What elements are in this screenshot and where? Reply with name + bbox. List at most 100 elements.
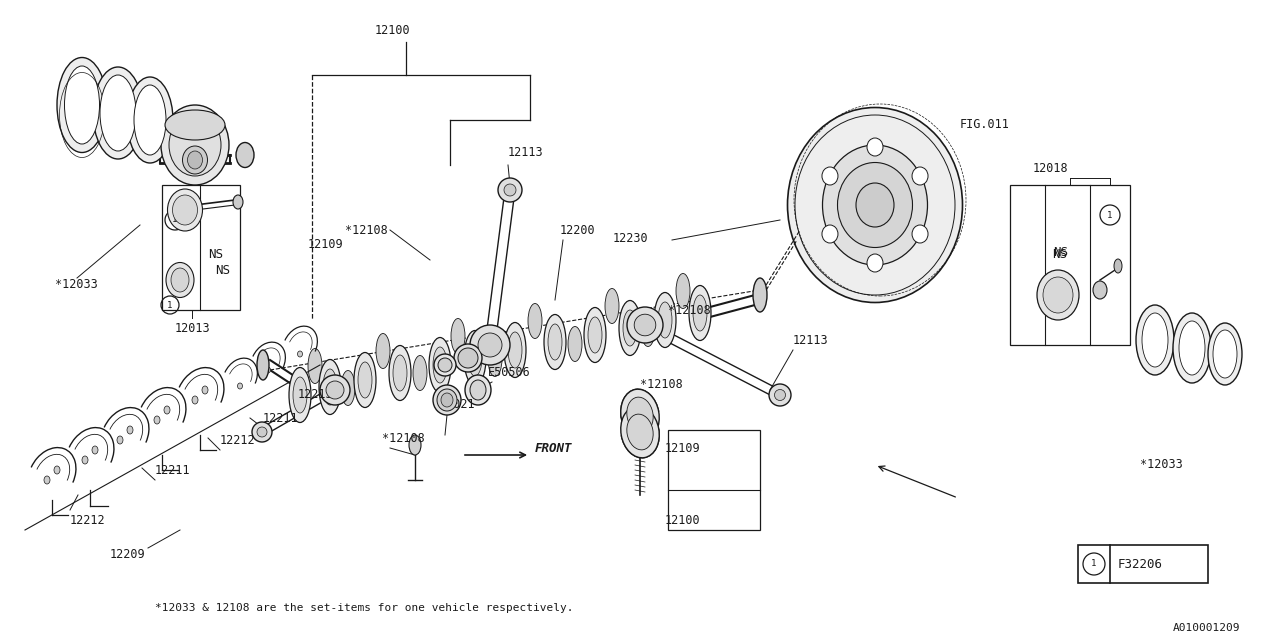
Ellipse shape (265, 367, 270, 373)
Ellipse shape (173, 195, 197, 225)
Ellipse shape (433, 347, 447, 383)
Ellipse shape (787, 108, 963, 303)
Ellipse shape (913, 167, 928, 185)
Ellipse shape (454, 344, 483, 372)
Text: 1: 1 (168, 301, 173, 310)
Bar (163, 185, 241, 310)
Text: 12211: 12211 (155, 463, 191, 477)
Ellipse shape (774, 390, 786, 401)
Ellipse shape (477, 333, 502, 357)
Text: 12109: 12109 (664, 442, 700, 454)
Ellipse shape (93, 67, 143, 159)
Ellipse shape (769, 384, 791, 406)
Ellipse shape (470, 325, 509, 365)
Ellipse shape (376, 333, 390, 369)
Ellipse shape (82, 456, 88, 464)
Ellipse shape (92, 446, 99, 454)
Ellipse shape (1208, 323, 1242, 385)
Ellipse shape (293, 377, 307, 413)
Text: E50506: E50506 (488, 365, 531, 378)
Text: 12200: 12200 (561, 223, 595, 237)
Ellipse shape (822, 167, 838, 185)
Text: *12108: *12108 (640, 378, 682, 392)
Ellipse shape (438, 358, 452, 372)
Ellipse shape (134, 85, 166, 155)
Ellipse shape (320, 375, 349, 405)
Bar (1010, 185, 1130, 345)
Ellipse shape (470, 380, 486, 400)
Text: 1: 1 (173, 216, 178, 225)
Ellipse shape (627, 397, 653, 433)
Ellipse shape (358, 362, 372, 398)
Ellipse shape (257, 427, 268, 437)
Ellipse shape (837, 163, 913, 248)
Ellipse shape (458, 348, 477, 368)
Ellipse shape (867, 138, 883, 156)
Ellipse shape (488, 342, 502, 376)
Text: NS: NS (215, 264, 230, 276)
Text: 12113: 12113 (794, 333, 828, 346)
Text: *12108: *12108 (346, 223, 388, 237)
Ellipse shape (44, 476, 50, 484)
Ellipse shape (822, 225, 838, 243)
Ellipse shape (634, 314, 655, 336)
Text: 12212: 12212 (70, 513, 106, 527)
Text: 12213: 12213 (298, 388, 334, 401)
Text: 12212: 12212 (220, 433, 256, 447)
Text: 12113: 12113 (508, 147, 544, 159)
Ellipse shape (252, 422, 273, 442)
Ellipse shape (289, 367, 311, 422)
Ellipse shape (508, 332, 522, 368)
Text: *12033: *12033 (1140, 458, 1183, 472)
Ellipse shape (161, 105, 229, 185)
Ellipse shape (172, 268, 189, 292)
Ellipse shape (127, 77, 173, 163)
Ellipse shape (658, 302, 672, 338)
Ellipse shape (544, 314, 566, 369)
Ellipse shape (192, 396, 198, 404)
Ellipse shape (389, 346, 411, 401)
Ellipse shape (1093, 281, 1107, 299)
Ellipse shape (588, 317, 602, 353)
Text: 13021: 13021 (440, 399, 476, 412)
Ellipse shape (413, 355, 428, 390)
Text: 12211: 12211 (262, 412, 298, 424)
Ellipse shape (1043, 277, 1073, 313)
Ellipse shape (393, 355, 407, 391)
Ellipse shape (867, 254, 883, 272)
Text: 1: 1 (1107, 211, 1112, 220)
Text: 12013: 12013 (174, 321, 210, 335)
Text: 12209: 12209 (110, 548, 146, 561)
Ellipse shape (468, 340, 483, 376)
Ellipse shape (308, 349, 323, 383)
Ellipse shape (856, 183, 893, 227)
Ellipse shape (1179, 321, 1204, 375)
Ellipse shape (504, 184, 516, 196)
Ellipse shape (913, 225, 928, 243)
Text: 12100: 12100 (664, 513, 700, 527)
Ellipse shape (498, 178, 522, 202)
Ellipse shape (64, 66, 100, 144)
Bar (1078, 545, 1208, 583)
Ellipse shape (451, 319, 465, 353)
Ellipse shape (689, 285, 710, 340)
Ellipse shape (627, 307, 663, 343)
Ellipse shape (465, 330, 486, 385)
Ellipse shape (116, 436, 123, 444)
Ellipse shape (1142, 313, 1169, 367)
Ellipse shape (355, 353, 376, 408)
Ellipse shape (340, 371, 355, 406)
Text: *12108: *12108 (668, 303, 710, 317)
Text: NS: NS (1053, 246, 1068, 259)
Ellipse shape (202, 386, 207, 394)
Ellipse shape (1037, 270, 1079, 320)
Ellipse shape (692, 295, 707, 331)
Ellipse shape (1114, 259, 1123, 273)
Text: *12033: *12033 (55, 278, 97, 291)
Ellipse shape (627, 414, 653, 450)
Ellipse shape (504, 323, 526, 378)
Ellipse shape (183, 146, 207, 174)
Ellipse shape (187, 151, 202, 169)
Ellipse shape (297, 351, 302, 357)
Text: NS: NS (1052, 248, 1068, 262)
